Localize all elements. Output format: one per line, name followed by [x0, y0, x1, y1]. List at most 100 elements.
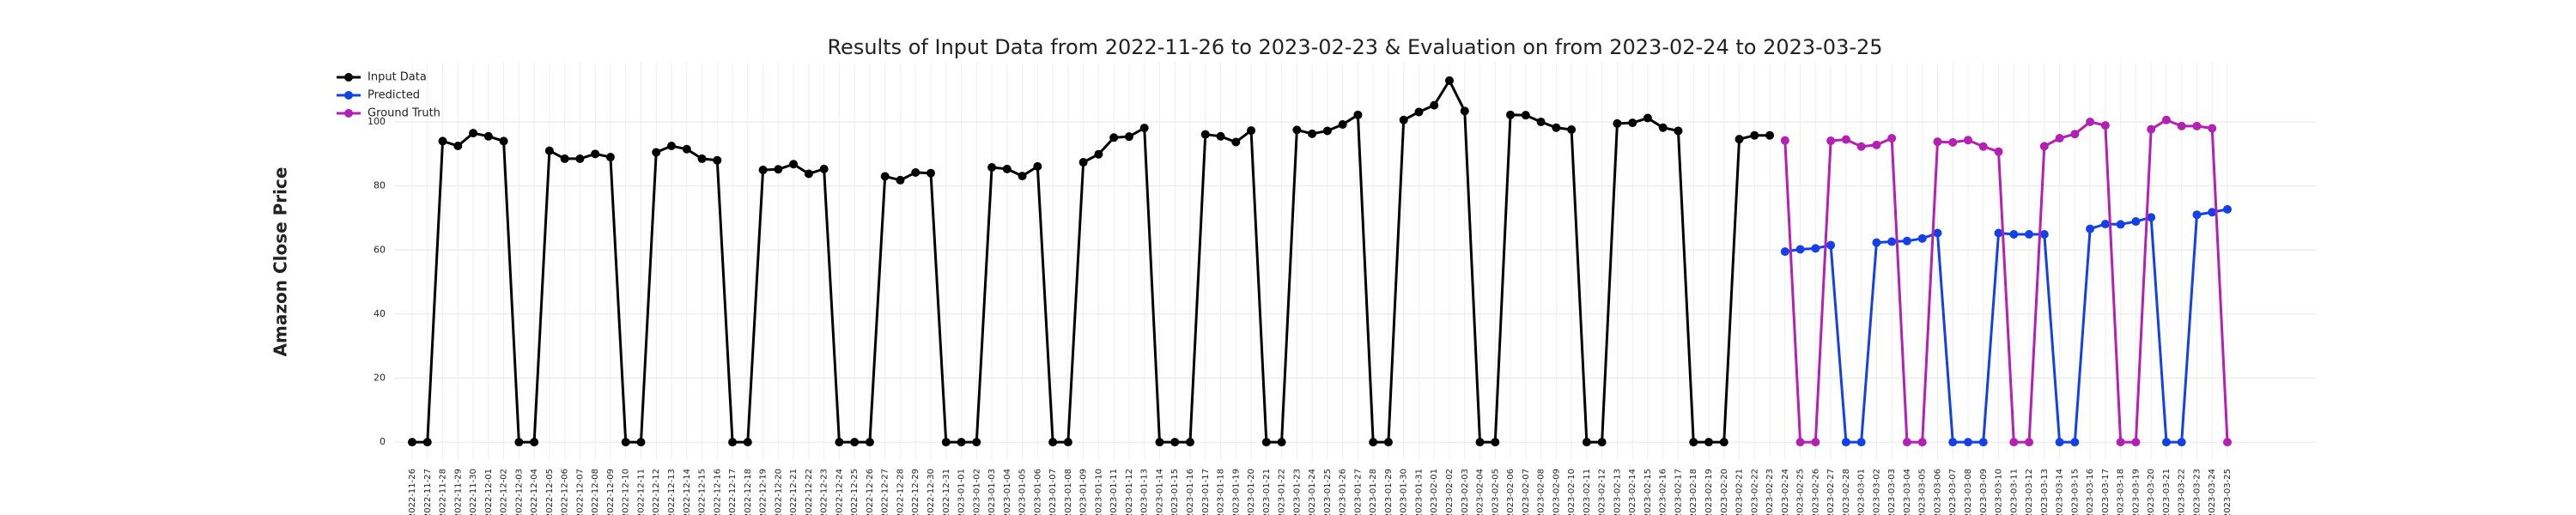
x-tick-label: 2022-12-04 [530, 469, 539, 515]
data-point [1765, 130, 1775, 140]
data-point [2131, 217, 2141, 227]
x-tick-label: 2023-01-08 [1064, 469, 1073, 515]
data-point [2177, 121, 2186, 130]
x-tick-label: 2023-01-23 [1292, 469, 1302, 515]
x-tick-label: 2022-12-30 [927, 469, 936, 515]
data-point [1948, 137, 1958, 147]
data-point [2025, 229, 2034, 239]
x-tick-label: 2023-03-04 [1903, 469, 1912, 515]
x-tick-label: 2022-12-24 [835, 469, 844, 515]
data-point [2009, 438, 2019, 447]
data-point [1917, 233, 1927, 243]
x-tick-label: 2023-02-15 [1643, 469, 1653, 515]
data-point [438, 136, 447, 146]
data-point [1124, 132, 1133, 142]
data-point [1704, 438, 1713, 447]
x-tick-label: 2023-01-16 [1186, 469, 1195, 515]
legend-label: Input Data [368, 71, 427, 84]
data-point [1933, 228, 1942, 238]
x-tick-label: 2023-01-10 [1094, 469, 1103, 515]
x-tick-label: 2023-03-18 [2117, 469, 2126, 515]
x-tick-label: 2022-12-13 [667, 469, 677, 515]
x-tick-label: 2023-01-20 [1247, 469, 1256, 515]
data-point [1948, 438, 1958, 447]
x-tick-label: 2023-02-07 [1522, 469, 1531, 515]
x-tick-label: 2023-03-16 [2086, 469, 2095, 515]
data-point [1475, 438, 1485, 447]
data-point [1186, 438, 1194, 447]
data-point [1795, 245, 1805, 254]
x-tick-label: 2023-02-03 [1461, 469, 1470, 515]
data-point [1582, 438, 1591, 447]
data-point [2055, 134, 2064, 143]
data-point [819, 164, 829, 173]
x-tick-label: 2022-12-26 [866, 469, 875, 515]
data-point [896, 175, 905, 185]
x-tick-label: 2022-12-27 [881, 469, 890, 515]
x-tick-label: 2022-12-22 [805, 469, 814, 515]
x-tick-label: 2022-12-05 [545, 469, 555, 515]
data-point [804, 169, 813, 179]
data-point [1521, 111, 1530, 120]
data-point [530, 438, 539, 447]
data-point [758, 165, 768, 174]
x-tick-label: 2023-02-14 [1628, 469, 1637, 515]
data-point [1826, 136, 1836, 146]
data-point [1978, 438, 1988, 447]
x-tick-label: 2022-12-19 [759, 469, 769, 515]
data-point [1460, 106, 1469, 116]
data-point [1063, 438, 1072, 447]
data-point [1139, 124, 1149, 133]
x-tick-label: 2023-03-09 [1979, 469, 1989, 515]
data-point [2208, 208, 2217, 217]
data-point [1048, 438, 1058, 447]
y-tick-label: 40 [374, 308, 386, 319]
data-point [2086, 118, 2095, 127]
data-point [1674, 126, 1683, 136]
x-tick-label: 2023-03-15 [2070, 469, 2080, 515]
x-tick-label: 2023-01-07 [1048, 469, 1058, 515]
data-point [2055, 438, 2064, 447]
x-tick-label: 2022-12-14 [683, 469, 692, 515]
legend-marker [344, 109, 353, 118]
x-tick-label: 2023-01-05 [1018, 469, 1028, 515]
data-point [1018, 172, 1027, 181]
data-point [1841, 438, 1850, 447]
data-point [1887, 134, 1897, 143]
data-point [1353, 110, 1363, 119]
x-tick-label: 2023-01-09 [1079, 469, 1089, 515]
data-point [1780, 247, 1789, 257]
x-tick-label: 2023-03-19 [2131, 469, 2141, 515]
data-point [1719, 438, 1728, 447]
data-point [2100, 121, 2110, 130]
x-tick-label: 2023-02-21 [1735, 469, 1745, 515]
data-point [1155, 438, 1164, 447]
chart-title: Results of Input Data from 2022-11-26 to… [827, 35, 1882, 59]
y-tick-label: 80 [374, 180, 386, 191]
legend-label: Ground Truth [368, 107, 440, 120]
data-point [469, 129, 478, 138]
data-point [1200, 130, 1210, 139]
x-tick-label: 2022-12-15 [698, 469, 708, 515]
data-point [1613, 118, 1622, 128]
legend-marker [344, 73, 353, 82]
x-tick-label: 2023-03-17 [2101, 469, 2111, 515]
data-point [2223, 204, 2232, 214]
data-point [743, 438, 752, 447]
data-point [2192, 121, 2202, 130]
data-point [605, 153, 615, 162]
x-tick-label: 2022-12-29 [911, 469, 920, 515]
x-tick-label: 2023-03-08 [1964, 469, 1973, 515]
x-tick-label: 2022-12-16 [713, 469, 722, 515]
x-tick-label: 2023-01-19 [1231, 469, 1241, 515]
data-point [2039, 142, 2049, 151]
x-tick-label: 2023-03-01 [1857, 469, 1867, 515]
x-tick-label: 2023-02-26 [1811, 469, 1820, 515]
x-tick-label: 2023-01-31 [1414, 469, 1424, 515]
x-tick-label: 2023-03-07 [1948, 469, 1958, 515]
data-point [2100, 220, 2110, 229]
x-tick-label: 2023-03-25 [2223, 469, 2233, 515]
data-point [2009, 229, 2019, 239]
data-point [1887, 237, 1897, 246]
